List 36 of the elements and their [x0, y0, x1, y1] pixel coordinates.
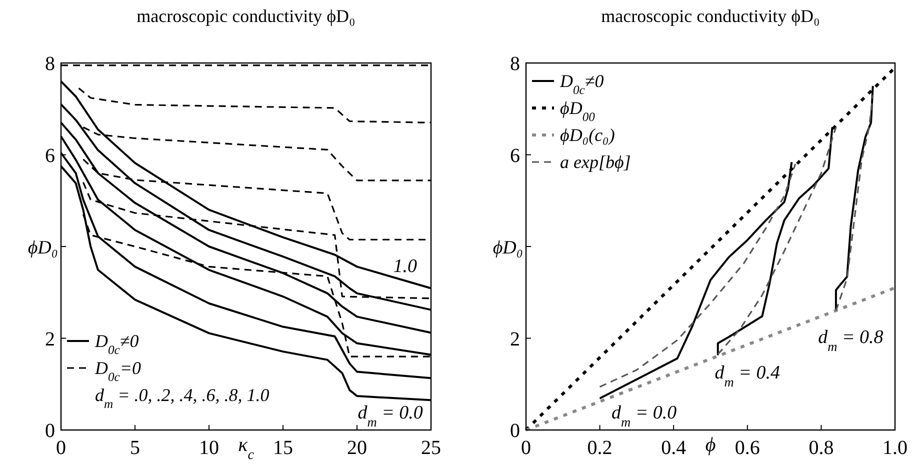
y-tick-label: 0 — [510, 420, 520, 442]
y-tick-label: 6 — [510, 144, 520, 167]
y-tick-label: 0 — [45, 420, 55, 442]
legend-label: D$_{0c}$=0 — [94, 358, 142, 384]
x-tick-label: 5 — [130, 437, 140, 459]
annotation: 1.0 — [393, 256, 418, 277]
annotation: d$_{m}$ = 0.0 — [358, 402, 424, 430]
chart-title: macroscopic conductivity ϕD₀ — [601, 6, 820, 26]
legend-label: D$_{0c}$≠0 — [559, 71, 604, 97]
y-tick-label: 8 — [45, 53, 55, 75]
annotation: d$_{m}$ = 0.8 — [818, 327, 884, 354]
y-axis-title: ϕD₀ — [28, 238, 58, 258]
legend-label: ϕD₀(c₀) — [560, 125, 615, 145]
legend-label: a exp[bϕ] — [560, 152, 631, 172]
annotation: d$_{m}$ = 0.4 — [714, 362, 780, 389]
legend-label: ϕD$_{00}$ — [560, 98, 596, 124]
y-tick-label: 2 — [510, 328, 520, 350]
y-tick-label: 2 — [45, 328, 55, 350]
y-axis-title: ϕD₀ — [492, 238, 523, 258]
y-tick-label: 6 — [45, 144, 55, 167]
x-tick-label: 20 — [347, 437, 367, 459]
x-tick-label: 0.6 — [734, 437, 760, 459]
annotation: d$_{m}$ = .0, .2, .4, .6, .8, 1.0 — [95, 385, 270, 411]
x-tick-label: 15 — [273, 437, 293, 459]
chart-title: macroscopic conductivity ϕD₀ — [136, 6, 356, 26]
annotation: d$_{m}$ = 0.0 — [611, 402, 678, 430]
x-tick-label: 0.8 — [808, 437, 834, 459]
x-tick-label: 0.4 — [661, 437, 686, 459]
x-tick-label: 0.2 — [587, 437, 612, 459]
y-tick-label: 8 — [510, 53, 520, 75]
x-axis-title: κ$_{c}$ — [238, 434, 255, 462]
x-tick-label: 1.0 — [882, 437, 908, 459]
x-tick-label: 10 — [199, 437, 219, 459]
legend-label: D$_{0c}$≠0 — [94, 331, 139, 357]
x-tick-label: 25 — [421, 437, 441, 459]
x-axis-title: ϕ — [705, 434, 716, 456]
